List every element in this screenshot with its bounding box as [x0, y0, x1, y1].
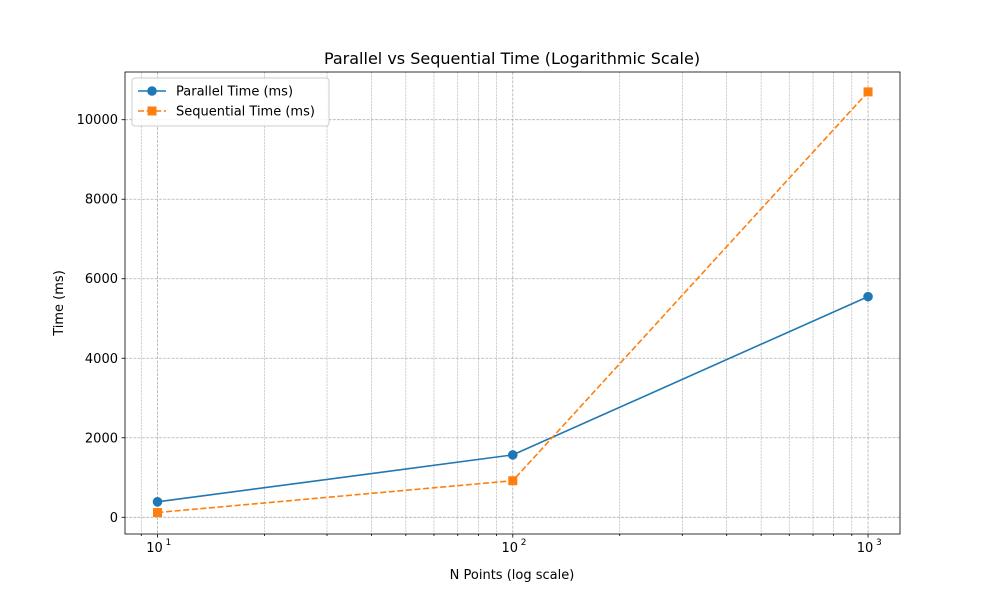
y-axis-ticks: 0 2000 4000 6000 8000 10000 — [77, 113, 125, 526]
x-tick-label-exponent: 1 — [166, 538, 172, 548]
x-tick-label: 10 — [857, 541, 874, 556]
x-tick-label-exponent: 2 — [521, 538, 527, 548]
legend-marker — [147, 106, 157, 116]
legend-item: Sequential Time (ms) — [138, 105, 315, 120]
legend: Parallel Time (ms) Sequential Time (ms) — [131, 77, 330, 127]
legend-marker — [147, 86, 157, 96]
grid — [125, 72, 900, 534]
x-tick-label: 10 — [146, 541, 163, 556]
data-point — [863, 291, 873, 302]
series-layer — [152, 87, 873, 518]
y-tick-label: 8000 — [85, 193, 118, 208]
series-1 — [152, 291, 873, 507]
series-2 — [153, 87, 873, 518]
y-tick-label: 10000 — [77, 113, 118, 128]
data-point — [863, 87, 873, 97]
data-point — [508, 476, 518, 486]
y-tick-label: 0 — [110, 511, 118, 526]
chart-title: Parallel vs Sequential Time (Logarithmic… — [324, 49, 700, 68]
x-tick-label: 10 — [502, 541, 519, 556]
x-tick-label-exponent: 3 — [876, 538, 882, 548]
y-axis-label: Time (ms) — [52, 270, 67, 337]
data-point — [507, 450, 518, 460]
legend-frame — [131, 77, 330, 127]
y-tick-label: 6000 — [85, 272, 118, 287]
legend-label: Parallel Time (ms) — [176, 85, 293, 100]
legend-item: Parallel Time (ms) — [138, 85, 293, 100]
y-tick-label: 2000 — [85, 431, 118, 446]
y-tick-label: 4000 — [85, 352, 118, 367]
data-point — [153, 508, 163, 518]
x-axis-ticks: 10 1 10 2 10 3 — [140, 534, 882, 556]
legend-label: Sequential Time (ms) — [176, 105, 315, 120]
x-axis-label: N Points (log scale) — [450, 568, 575, 583]
data-point — [152, 496, 163, 507]
